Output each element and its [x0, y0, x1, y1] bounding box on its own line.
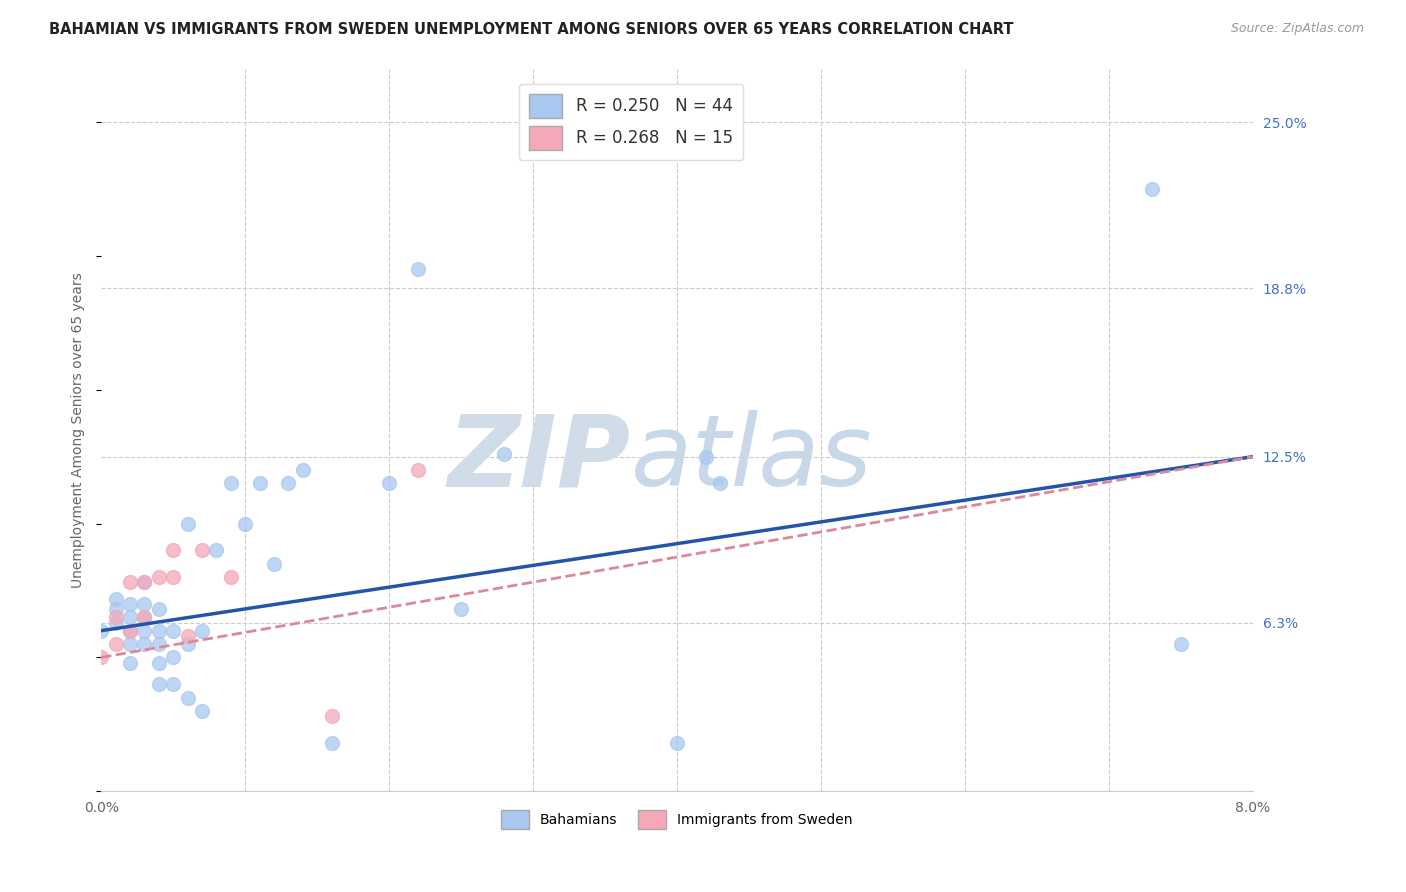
Point: [148, 637, 170, 651]
Point: [1170, 637, 1192, 651]
Point: [118, 597, 141, 611]
Point: [233, 516, 256, 531]
Point: [219, 476, 242, 491]
Text: atlas: atlas: [631, 410, 873, 508]
Point: [118, 610, 141, 624]
Text: BAHAMIAN VS IMMIGRANTS FROM SWEDEN UNEMPLOYMENT AMONG SENIORS OVER 65 YEARS CORR: BAHAMIAN VS IMMIGRANTS FROM SWEDEN UNEMP…: [49, 22, 1014, 37]
Point: [450, 602, 472, 616]
Point: [104, 615, 127, 630]
Point: [249, 476, 271, 491]
Point: [176, 629, 198, 643]
Y-axis label: Unemployment Among Seniors over 65 years: Unemployment Among Seniors over 65 years: [72, 272, 86, 588]
Point: [191, 704, 214, 718]
Point: [162, 570, 184, 584]
Point: [205, 543, 228, 558]
Point: [118, 656, 141, 670]
Point: [162, 543, 184, 558]
Point: [263, 557, 285, 571]
Point: [191, 543, 214, 558]
Point: [104, 591, 127, 606]
Point: [1140, 182, 1163, 196]
Point: [406, 463, 429, 477]
Point: [104, 602, 127, 616]
Point: [118, 624, 141, 638]
Point: [118, 637, 141, 651]
Point: [494, 447, 516, 461]
Point: [134, 624, 156, 638]
Point: [148, 570, 170, 584]
Point: [134, 575, 156, 590]
Point: [191, 624, 214, 638]
Point: [134, 637, 156, 651]
Point: [148, 677, 170, 691]
Point: [291, 463, 314, 477]
Point: [134, 575, 156, 590]
Point: [666, 736, 689, 750]
Point: [378, 476, 401, 491]
Point: [406, 262, 429, 277]
Point: [134, 597, 156, 611]
Point: [90, 650, 112, 665]
Point: [118, 624, 141, 638]
Text: ZIP: ZIP: [449, 410, 631, 508]
Point: [134, 610, 156, 624]
Legend: Bahamians, Immigrants from Sweden: Bahamians, Immigrants from Sweden: [496, 805, 859, 835]
Point: [134, 610, 156, 624]
Point: [90, 624, 112, 638]
Point: [148, 602, 170, 616]
Point: [176, 516, 198, 531]
Point: [118, 575, 141, 590]
Point: [695, 450, 717, 464]
Point: [162, 677, 184, 691]
Point: [219, 570, 242, 584]
Point: [321, 736, 343, 750]
Point: [104, 637, 127, 651]
Point: [321, 709, 343, 723]
Point: [176, 690, 198, 705]
Point: [148, 656, 170, 670]
Point: [162, 624, 184, 638]
Text: Source: ZipAtlas.com: Source: ZipAtlas.com: [1230, 22, 1364, 36]
Point: [148, 624, 170, 638]
Point: [277, 476, 299, 491]
Point: [104, 610, 127, 624]
Point: [709, 476, 731, 491]
Point: [162, 650, 184, 665]
Point: [176, 637, 198, 651]
